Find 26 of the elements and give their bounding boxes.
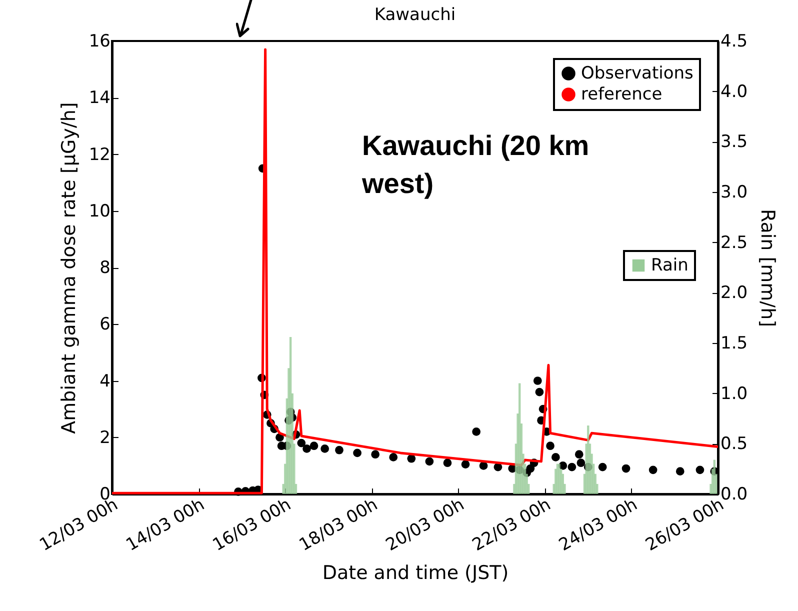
y2-tick-label: 0.5 xyxy=(720,434,748,454)
legend-label: Rain xyxy=(651,256,688,276)
y2-tick-label: 1.5 xyxy=(720,334,748,354)
y-axis-title: Ambiant gamma dose rate [µGy/h] xyxy=(58,102,80,434)
y-tick-label: 4 xyxy=(100,371,110,392)
y-tick-label: 14 xyxy=(88,88,110,108)
y-tick-label: 12 xyxy=(88,144,110,165)
y-tick-label: 10 xyxy=(88,201,110,222)
y2-tick-label: 3.0 xyxy=(720,182,748,202)
y2-tick-label: 3.5 xyxy=(720,132,748,152)
y-tick-label: 2 xyxy=(100,428,110,448)
legend-label: Observations xyxy=(581,64,694,84)
y-tick-label: 16 xyxy=(88,32,110,52)
chart-title: Kawauchi xyxy=(374,5,456,25)
y2-tick-label: 0.0 xyxy=(720,484,748,504)
y2-axis-title: Rain [mm/h] xyxy=(756,208,779,328)
annotation: Kawauchi (20 km west) xyxy=(361,130,590,199)
y2-tick-label: 4.0 xyxy=(720,82,748,102)
x-axis-title: Date and time (JST) xyxy=(322,562,509,584)
legend-label: reference xyxy=(581,84,662,104)
y2-tick-label: 4.5 xyxy=(720,32,748,52)
y2-tick-label: 1.0 xyxy=(720,384,748,404)
y-tick-label: 6 xyxy=(100,314,110,335)
y2-tick-label: 2.5 xyxy=(720,232,748,253)
y2-tick-label: 2.0 xyxy=(720,283,748,304)
y-tick-label: 8 xyxy=(100,258,110,278)
